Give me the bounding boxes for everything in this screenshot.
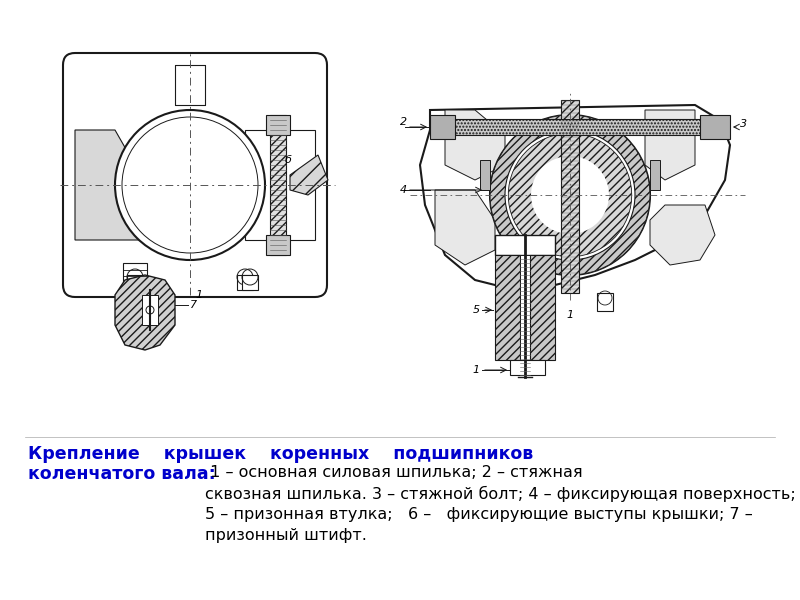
Polygon shape (650, 205, 715, 265)
Text: 2: 2 (400, 117, 407, 127)
Polygon shape (142, 295, 158, 325)
Circle shape (490, 115, 650, 275)
Text: 7: 7 (190, 300, 197, 310)
Polygon shape (290, 155, 328, 195)
Polygon shape (266, 115, 290, 135)
Polygon shape (495, 235, 555, 255)
Polygon shape (75, 130, 150, 240)
Polygon shape (495, 255, 520, 360)
Polygon shape (175, 65, 205, 105)
Polygon shape (127, 275, 143, 290)
Polygon shape (508, 133, 632, 257)
Polygon shape (510, 360, 545, 375)
Circle shape (531, 156, 609, 234)
Text: 1: 1 (473, 365, 480, 375)
Polygon shape (530, 255, 555, 360)
Polygon shape (237, 275, 253, 290)
Polygon shape (445, 110, 505, 180)
Text: 3: 3 (740, 119, 747, 129)
Polygon shape (245, 130, 315, 240)
Polygon shape (115, 275, 175, 350)
Text: Крепление    крышек    коренных    подшипников: Крепление крышек коренных подшипников (28, 445, 534, 463)
Polygon shape (430, 119, 725, 135)
Circle shape (122, 117, 258, 253)
Text: 4: 4 (400, 185, 407, 195)
Text: коленчатого вала:: коленчатого вала: (28, 465, 216, 483)
FancyBboxPatch shape (63, 53, 327, 297)
Polygon shape (597, 293, 613, 311)
Polygon shape (430, 115, 455, 139)
Polygon shape (435, 190, 495, 265)
Circle shape (505, 130, 635, 260)
Circle shape (115, 110, 265, 260)
Text: 1 – основная силовая шпилька; 2 – стяжная
сквозная шпилька. 3 – стяжной болт; 4 : 1 – основная силовая шпилька; 2 – стяжна… (205, 465, 796, 543)
Polygon shape (420, 105, 730, 290)
Text: 1: 1 (195, 290, 202, 300)
Polygon shape (270, 115, 286, 255)
Text: 1: 1 (566, 310, 574, 320)
Polygon shape (520, 255, 530, 360)
Text: б: б (285, 155, 292, 165)
Circle shape (146, 306, 154, 314)
Polygon shape (242, 275, 258, 290)
Polygon shape (700, 115, 730, 139)
Polygon shape (490, 115, 650, 275)
Polygon shape (497, 293, 513, 311)
Polygon shape (645, 110, 695, 180)
Polygon shape (561, 100, 579, 293)
Polygon shape (650, 160, 660, 190)
Polygon shape (123, 263, 147, 283)
Polygon shape (266, 235, 290, 255)
Polygon shape (480, 160, 490, 190)
Text: 5: 5 (473, 305, 480, 315)
